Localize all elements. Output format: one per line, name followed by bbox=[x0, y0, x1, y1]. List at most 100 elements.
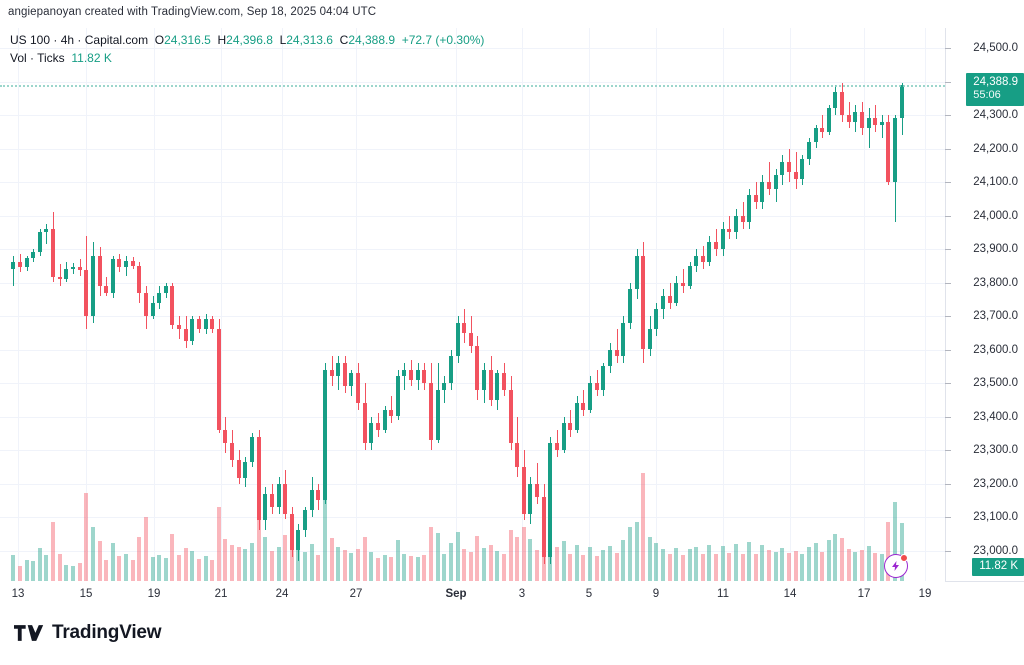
price-axis-tick: 23,800.0 bbox=[973, 276, 1018, 289]
price-axis[interactable]: 24,500.024,400.024,300.024,200.024,100.0… bbox=[945, 28, 1024, 581]
price-axis-tick: 24,500.0 bbox=[973, 42, 1018, 54]
volume-bar bbox=[416, 557, 420, 581]
volume-bar bbox=[847, 549, 851, 581]
legend-volume-label[interactable]: Vol · Ticks bbox=[10, 51, 65, 65]
volume-bar bbox=[462, 549, 466, 581]
candle-body bbox=[250, 436, 254, 462]
price-axis-tick-dash bbox=[945, 450, 951, 451]
volume-bar bbox=[475, 536, 479, 581]
volume-bar bbox=[230, 545, 234, 581]
volume-bar bbox=[330, 538, 334, 581]
candle-body bbox=[601, 366, 605, 390]
volume-bar bbox=[701, 554, 705, 581]
volume-bar bbox=[522, 527, 526, 581]
volume-bar bbox=[197, 559, 201, 581]
candle-body bbox=[71, 267, 75, 270]
volume-bar bbox=[336, 547, 340, 581]
candle-body bbox=[104, 285, 108, 294]
volume-bar bbox=[343, 550, 347, 581]
grid-line-horizontal bbox=[0, 81, 945, 83]
candle-body bbox=[654, 309, 658, 330]
chart-plot-area[interactable] bbox=[0, 28, 945, 581]
volume-bar bbox=[44, 555, 48, 581]
price-axis-tick: 23,600.0 bbox=[973, 343, 1018, 356]
price-axis-tick-dash bbox=[945, 115, 951, 116]
candle-body bbox=[707, 242, 711, 263]
volume-bar bbox=[277, 547, 281, 581]
candle-body bbox=[873, 118, 877, 126]
legend-symbol[interactable]: US 100 bbox=[10, 33, 51, 47]
volume-bar bbox=[820, 552, 824, 581]
volume-bar bbox=[681, 555, 685, 581]
candle-body bbox=[31, 252, 35, 259]
candle-wick bbox=[537, 463, 538, 504]
volume-bar bbox=[456, 532, 460, 581]
candle-wick bbox=[729, 215, 730, 239]
volume-bar bbox=[263, 537, 267, 581]
time-axis-tick: 3 bbox=[518, 588, 526, 600]
candle-body bbox=[310, 490, 314, 511]
candle-body bbox=[376, 423, 380, 430]
volume-bar bbox=[429, 527, 433, 581]
price-axis-tick-dash bbox=[945, 349, 951, 351]
candle-body bbox=[84, 269, 88, 316]
grid-line-vertical bbox=[18, 28, 19, 581]
time-axis[interactable]: 13 15 19 21 24 27 Sep 3 5 9 11 14 17 19 bbox=[0, 581, 945, 609]
grid-line-vertical bbox=[864, 28, 865, 581]
candle-body bbox=[190, 319, 194, 342]
candle-body bbox=[151, 302, 155, 316]
volume-bar bbox=[893, 502, 897, 581]
candle-wick bbox=[391, 396, 392, 424]
price-axis-divider bbox=[945, 28, 946, 581]
volume-bar bbox=[833, 534, 837, 581]
volume-bar bbox=[528, 539, 532, 581]
candle-body bbox=[747, 195, 751, 223]
candle-body bbox=[615, 349, 619, 357]
volume-bar bbox=[615, 553, 619, 581]
time-axis-tick: 14 bbox=[783, 588, 797, 600]
candle-body bbox=[416, 369, 420, 380]
time-axis-tick: 9 bbox=[652, 588, 660, 600]
volume-bar bbox=[51, 522, 55, 581]
candle-body bbox=[330, 369, 334, 377]
candle-body bbox=[661, 295, 665, 310]
legend-interval[interactable]: 4h bbox=[60, 33, 75, 47]
volume-bar bbox=[449, 543, 453, 581]
candle-body bbox=[144, 292, 148, 316]
volume-bar bbox=[396, 540, 400, 581]
volume-bar bbox=[237, 547, 241, 581]
volume-bar bbox=[482, 548, 486, 581]
candle-wick bbox=[822, 115, 823, 139]
price-axis-tick: 23,100.0 bbox=[973, 511, 1018, 523]
volume-bar bbox=[303, 552, 307, 581]
grid-line-horizontal bbox=[0, 115, 945, 116]
legend-low-value: 24,313.6 bbox=[286, 33, 333, 47]
candle-body bbox=[170, 285, 174, 326]
volume-bar bbox=[316, 555, 320, 581]
volume-bar bbox=[402, 554, 406, 581]
time-axis-tick: 19 bbox=[918, 588, 932, 600]
candle-body bbox=[422, 369, 426, 383]
candle-body bbox=[489, 369, 493, 400]
time-axis-tick: 11 bbox=[717, 588, 729, 600]
volume-bar bbox=[310, 544, 314, 581]
candle-body bbox=[117, 259, 121, 268]
candle-body bbox=[111, 259, 115, 294]
grid-line-horizontal bbox=[0, 483, 945, 485]
candle-wick bbox=[769, 161, 770, 196]
candle-body bbox=[18, 262, 22, 268]
volume-bar bbox=[436, 533, 440, 581]
candle-body bbox=[217, 329, 221, 430]
volume-bar bbox=[157, 555, 161, 581]
candle-body bbox=[588, 383, 592, 410]
candle-body bbox=[389, 409, 393, 417]
legend-high-value: 24,396.8 bbox=[226, 33, 273, 47]
grid-line-vertical bbox=[456, 28, 457, 581]
volume-bar bbox=[91, 527, 95, 581]
lightning-bolt-icon[interactable] bbox=[884, 554, 908, 578]
volume-value-badge[interactable]: 11.82 K bbox=[972, 558, 1024, 576]
legend-open-key: O bbox=[154, 33, 165, 47]
grid-line-horizontal bbox=[0, 316, 945, 317]
current-price-badge[interactable]: 24,388.9 55:06 bbox=[966, 73, 1024, 107]
volume-bar bbox=[164, 558, 168, 581]
